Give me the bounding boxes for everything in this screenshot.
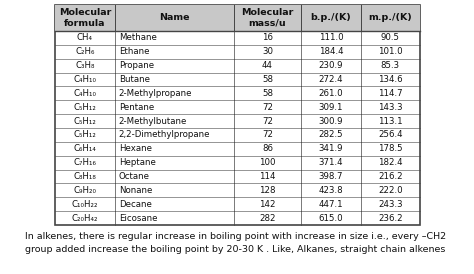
Text: Octane: Octane	[118, 172, 150, 181]
Text: 178.5: 178.5	[378, 144, 403, 153]
Text: 128: 128	[259, 186, 276, 195]
Text: m.p./(K): m.p./(K)	[368, 13, 412, 22]
Text: 100: 100	[259, 158, 276, 167]
Text: Hexane: Hexane	[118, 144, 152, 153]
Text: b.p./(K): b.p./(K)	[310, 13, 351, 22]
Text: 44: 44	[262, 61, 273, 70]
Text: 142: 142	[259, 200, 276, 209]
Text: 398.7: 398.7	[319, 172, 343, 181]
Text: 341.9: 341.9	[319, 144, 343, 153]
Text: In alkenes, there is regular increase in boiling point with increase in size i.e: In alkenes, there is regular increase in…	[25, 232, 446, 254]
Text: C₃H₈: C₃H₈	[75, 61, 94, 70]
Text: C₉H₂₀: C₉H₂₀	[73, 186, 96, 195]
Text: 143.3: 143.3	[378, 103, 403, 112]
Text: Eicosane: Eicosane	[118, 213, 157, 222]
Text: 85.3: 85.3	[381, 61, 400, 70]
Text: 134.6: 134.6	[378, 75, 403, 84]
Text: C₄H₁₀: C₄H₁₀	[73, 75, 96, 84]
Text: C₅H₁₂: C₅H₁₂	[73, 103, 96, 112]
Text: 30: 30	[262, 47, 273, 56]
Text: C₇H₁₆: C₇H₁₆	[73, 158, 96, 167]
Text: Molecular
mass/u: Molecular mass/u	[241, 8, 294, 28]
Text: Heptane: Heptane	[118, 158, 155, 167]
Text: 272.4: 272.4	[319, 75, 343, 84]
Bar	[55, 5, 420, 225]
Text: 261.0: 261.0	[319, 89, 343, 98]
Text: 86: 86	[262, 144, 273, 153]
Text: 282.5: 282.5	[319, 130, 343, 139]
Text: 423.8: 423.8	[319, 186, 343, 195]
Text: 182.4: 182.4	[378, 158, 403, 167]
Text: 282: 282	[259, 213, 276, 222]
Text: 114.7: 114.7	[378, 89, 403, 98]
Text: Ethane: Ethane	[118, 47, 149, 56]
Text: Butane: Butane	[118, 75, 150, 84]
Text: Name: Name	[159, 13, 190, 22]
Text: Propane: Propane	[118, 61, 154, 70]
Text: 222.0: 222.0	[378, 186, 403, 195]
Text: 58: 58	[262, 75, 273, 84]
Text: CH₄: CH₄	[77, 33, 93, 42]
Text: C₄H₁₀: C₄H₁₀	[73, 89, 96, 98]
Text: 184.4: 184.4	[319, 47, 343, 56]
Text: 2,2-Dimethylpropane: 2,2-Dimethylpropane	[118, 130, 210, 139]
Text: 256.4: 256.4	[378, 130, 403, 139]
Text: 300.9: 300.9	[319, 116, 343, 125]
Text: Nonane: Nonane	[118, 186, 152, 195]
Text: 216.2: 216.2	[378, 172, 403, 181]
Text: 72: 72	[262, 116, 273, 125]
Text: C₅H₁₂: C₅H₁₂	[73, 116, 96, 125]
Text: 113.1: 113.1	[378, 116, 403, 125]
Text: Pentane: Pentane	[118, 103, 154, 112]
Text: 236.2: 236.2	[378, 213, 403, 222]
Text: 72: 72	[262, 130, 273, 139]
Text: 447.1: 447.1	[319, 200, 343, 209]
Text: 2-Methylpropane: 2-Methylpropane	[118, 89, 192, 98]
Text: 58: 58	[262, 89, 273, 98]
Text: C₅H₁₂: C₅H₁₂	[73, 130, 96, 139]
Text: C₈H₁₈: C₈H₁₈	[73, 172, 96, 181]
Text: 243.3: 243.3	[378, 200, 403, 209]
Text: 615.0: 615.0	[319, 213, 343, 222]
Text: 90.5: 90.5	[381, 33, 400, 42]
Text: C₂H₆: C₂H₆	[75, 47, 94, 56]
Text: 230.9: 230.9	[319, 61, 343, 70]
Text: 309.1: 309.1	[319, 103, 343, 112]
Text: 371.4: 371.4	[319, 158, 343, 167]
Bar	[55, 5, 420, 31]
Text: 101.0: 101.0	[378, 47, 403, 56]
Text: Molecular
formula: Molecular formula	[59, 8, 111, 28]
Text: 2-Methylbutane: 2-Methylbutane	[118, 116, 187, 125]
Text: Decane: Decane	[118, 200, 152, 209]
Text: 72: 72	[262, 103, 273, 112]
Text: C₂₀H₄₂: C₂₀H₄₂	[72, 213, 98, 222]
Text: C₁₀H₂₂: C₁₀H₂₂	[72, 200, 98, 209]
Text: 111.0: 111.0	[319, 33, 343, 42]
Text: 114: 114	[259, 172, 276, 181]
Text: C₆H₁₄: C₆H₁₄	[73, 144, 96, 153]
Text: 16: 16	[262, 33, 273, 42]
Text: Methane: Methane	[118, 33, 156, 42]
